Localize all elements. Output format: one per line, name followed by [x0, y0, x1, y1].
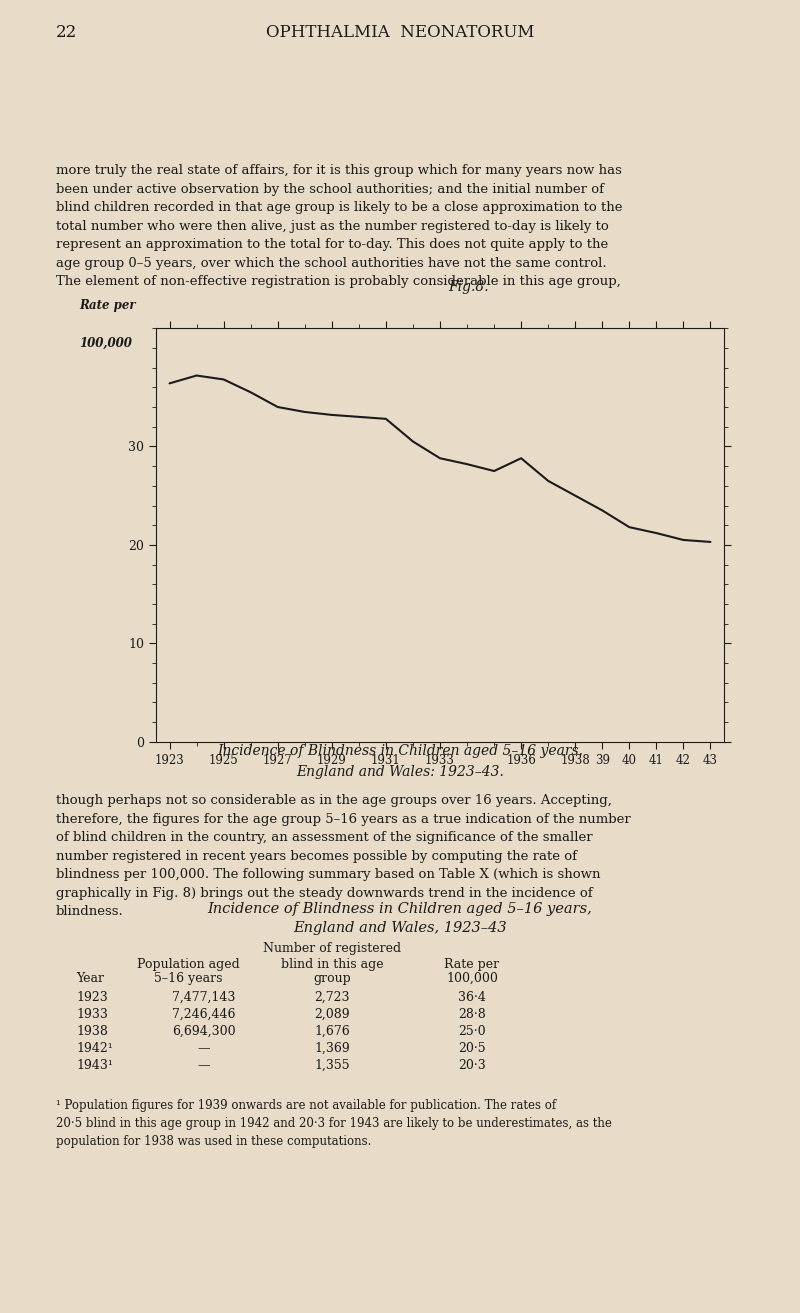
Text: England and Wales, 1923–43: England and Wales, 1923–43	[293, 922, 507, 935]
Text: though perhaps not so considerable as in the age groups over 16 years. Accepting: though perhaps not so considerable as in…	[56, 794, 630, 918]
Text: ¹ Population figures for 1939 onwards are not available for publication. The rat: ¹ Population figures for 1939 onwards ar…	[56, 1099, 612, 1148]
Text: 1,355: 1,355	[314, 1058, 350, 1071]
Text: 1933: 1933	[76, 1007, 108, 1020]
Text: 100,000: 100,000	[79, 336, 132, 349]
Text: 1,369: 1,369	[314, 1041, 350, 1054]
Text: 28·8: 28·8	[458, 1007, 486, 1020]
Text: 2,089: 2,089	[314, 1007, 350, 1020]
Text: 20·5: 20·5	[458, 1041, 486, 1054]
Text: more truly the real state of affairs, for it is this group which for many years : more truly the real state of affairs, fo…	[56, 164, 622, 288]
Text: group: group	[313, 972, 351, 985]
Text: Fig.8.: Fig.8.	[448, 280, 489, 294]
Text: Rate per: Rate per	[79, 298, 136, 311]
Text: —: —	[198, 1041, 210, 1054]
Text: 1942¹: 1942¹	[76, 1041, 113, 1054]
Text: Rate per: Rate per	[445, 957, 499, 970]
Text: —: —	[198, 1058, 210, 1071]
Text: Population aged: Population aged	[137, 957, 239, 970]
Text: 36·4: 36·4	[458, 990, 486, 1003]
Text: blind in this age: blind in this age	[281, 957, 383, 970]
Text: 7,246,446: 7,246,446	[172, 1007, 236, 1020]
Text: 2,723: 2,723	[314, 990, 350, 1003]
Text: 22: 22	[56, 24, 78, 41]
Text: Year: Year	[76, 972, 104, 985]
Text: 1943¹: 1943¹	[76, 1058, 113, 1071]
Text: Incidence of Blindness in Children aged 5–16 years.: Incidence of Blindness in Children aged …	[217, 744, 583, 758]
Text: 1923: 1923	[76, 990, 108, 1003]
Text: 7,477,143: 7,477,143	[172, 990, 236, 1003]
Text: 6,694,300: 6,694,300	[172, 1024, 236, 1037]
Text: Number of registered: Number of registered	[263, 941, 401, 955]
Text: 1938: 1938	[76, 1024, 108, 1037]
Text: 20·3: 20·3	[458, 1058, 486, 1071]
Text: 100,000: 100,000	[446, 972, 498, 985]
Text: 25·0: 25·0	[458, 1024, 486, 1037]
Text: England and Wales: 1923–43.: England and Wales: 1923–43.	[296, 765, 504, 779]
Text: Incidence of Blindness in Children aged 5–16 years,: Incidence of Blindness in Children aged …	[208, 902, 592, 915]
Text: 5–16 years: 5–16 years	[154, 972, 222, 985]
Text: 1,676: 1,676	[314, 1024, 350, 1037]
Text: OPHTHALMIA  NEONATORUM: OPHTHALMIA NEONATORUM	[266, 24, 534, 41]
